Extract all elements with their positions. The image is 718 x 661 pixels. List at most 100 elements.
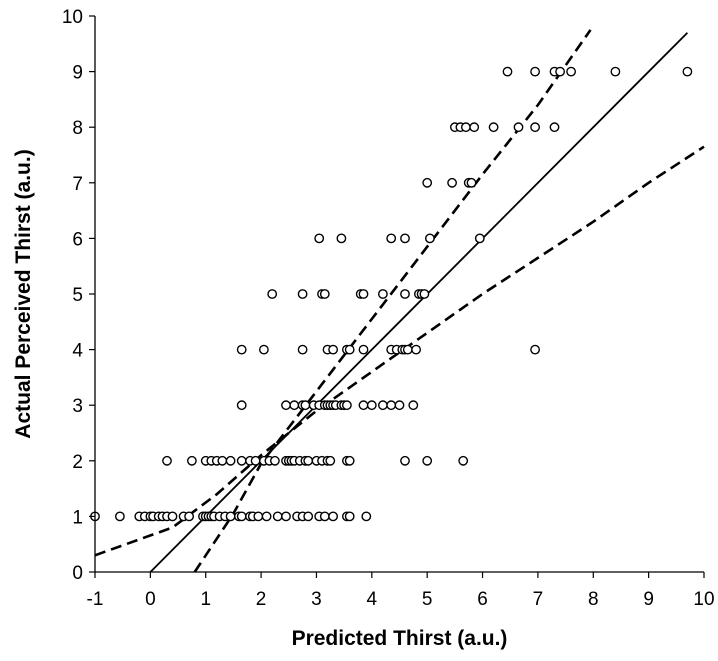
data-point xyxy=(366,400,377,411)
data-point xyxy=(319,289,330,299)
data-point xyxy=(236,511,247,522)
data-point xyxy=(555,66,565,77)
data-point xyxy=(267,289,278,299)
data-point xyxy=(269,455,280,466)
data-point xyxy=(377,289,388,299)
y-tick-label: 1 xyxy=(72,507,83,528)
data-point xyxy=(447,177,457,188)
data-point xyxy=(253,511,264,522)
data-point xyxy=(386,233,397,244)
data-point xyxy=(460,122,471,133)
data-point xyxy=(424,233,435,244)
x-tick-label: 6 xyxy=(477,589,488,610)
y-tick-label: 8 xyxy=(72,118,83,139)
data-point xyxy=(488,122,499,133)
data-point xyxy=(225,511,236,522)
y-axis-title: Actual Perceived Thirst (a.u.) xyxy=(12,149,35,438)
x-axis-title: Predicted Thirst (a.u.) xyxy=(292,627,508,650)
data-point xyxy=(400,233,410,244)
y-tick-label: 3 xyxy=(72,396,83,417)
data-point xyxy=(400,455,410,466)
data-point xyxy=(530,344,540,355)
data-point xyxy=(314,233,325,244)
data-point xyxy=(184,511,195,522)
data-point xyxy=(328,511,338,522)
data-point xyxy=(466,177,477,188)
data-point xyxy=(217,455,228,466)
y-tick-label: 0 xyxy=(72,563,83,584)
data-point xyxy=(411,344,421,355)
y-tick-label: 9 xyxy=(72,63,83,84)
data-point xyxy=(261,511,272,522)
confidence-band-line xyxy=(94,145,705,557)
data-point xyxy=(341,400,352,411)
data-point xyxy=(422,177,433,188)
data-point xyxy=(281,400,291,411)
data-point xyxy=(300,400,311,411)
x-tick-label: 7 xyxy=(533,589,544,610)
data-point xyxy=(474,233,485,244)
data-point xyxy=(162,455,172,466)
data-point xyxy=(289,400,300,411)
data-point xyxy=(297,289,308,299)
data-point xyxy=(361,511,372,522)
x-tick-label: 5 xyxy=(422,589,433,610)
data-point xyxy=(386,400,397,411)
data-point xyxy=(469,122,480,133)
y-tick-label: 10 xyxy=(62,7,83,28)
data-point xyxy=(325,455,336,466)
data-point xyxy=(344,344,355,355)
data-point xyxy=(549,122,560,133)
data-point xyxy=(336,233,347,244)
data-point xyxy=(358,289,369,299)
x-tick-label: 1 xyxy=(200,589,211,610)
data-point xyxy=(236,344,247,355)
data-point xyxy=(530,122,540,133)
data-point xyxy=(344,511,355,522)
data-point xyxy=(513,122,524,133)
y-tick-label: 7 xyxy=(72,174,83,195)
x-tick-label: 9 xyxy=(643,589,654,610)
x-tick-label: 0 xyxy=(145,589,156,610)
data-point xyxy=(272,511,283,522)
x-tick-label: 10 xyxy=(693,589,714,610)
data-point xyxy=(258,344,269,355)
data-point xyxy=(225,455,236,466)
x-tick-label: 8 xyxy=(588,589,599,610)
data-point xyxy=(402,344,413,355)
data-point xyxy=(419,289,430,299)
data-point xyxy=(358,344,369,355)
y-tick-label: 4 xyxy=(72,341,83,362)
data-point xyxy=(344,455,355,466)
data-point xyxy=(394,400,405,411)
data-point xyxy=(682,66,693,77)
data-point xyxy=(566,66,576,77)
data-point xyxy=(115,511,125,522)
data-point xyxy=(502,66,513,77)
data-point xyxy=(400,289,410,299)
x-tick-label: -1 xyxy=(87,589,104,610)
y-tick-label: 5 xyxy=(72,285,83,306)
x-tick-label: 2 xyxy=(256,589,267,610)
x-tick-label: 3 xyxy=(311,589,322,610)
data-point xyxy=(458,455,469,466)
data-point xyxy=(303,511,314,522)
data-point xyxy=(236,455,247,466)
data-point xyxy=(358,400,369,411)
data-point xyxy=(408,400,419,411)
data-point xyxy=(422,455,433,466)
data-point xyxy=(377,400,388,411)
x-tick-label: 4 xyxy=(367,589,378,610)
data-point xyxy=(530,66,540,77)
data-point xyxy=(250,455,261,466)
y-tick-label: 6 xyxy=(72,229,83,250)
data-point xyxy=(167,511,178,522)
y-tick-label: 2 xyxy=(72,452,83,473)
data-point xyxy=(186,455,197,466)
data-point xyxy=(319,511,330,522)
data-point xyxy=(610,66,621,77)
data-point xyxy=(328,344,338,355)
